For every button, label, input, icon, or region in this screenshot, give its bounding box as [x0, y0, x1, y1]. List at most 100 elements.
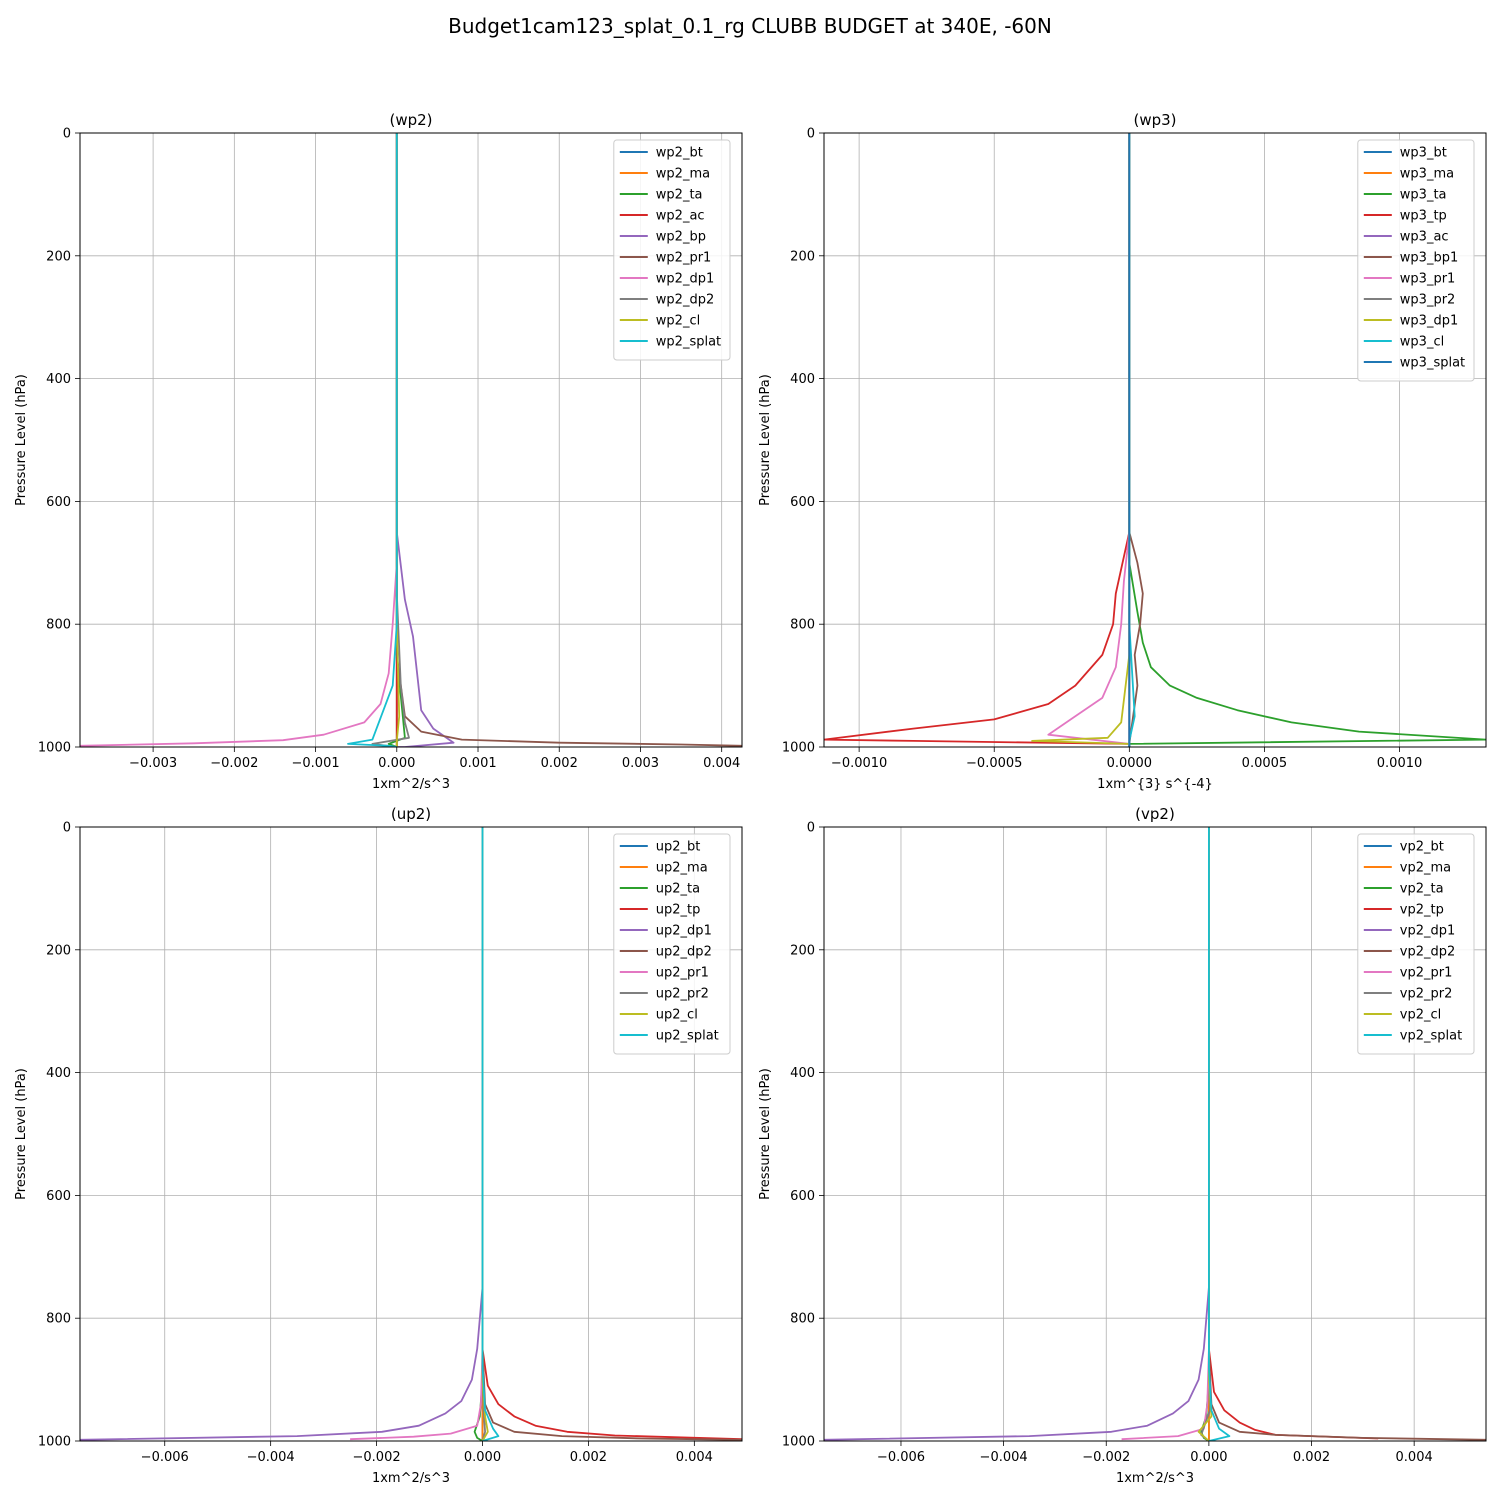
x-tick-label: −0.002: [353, 1450, 401, 1465]
x-tick-label: 0.0005: [1242, 756, 1288, 771]
legend-label: up2_pr1: [656, 966, 709, 981]
series-line-vp2_dp1: [824, 827, 1210, 1441]
y-tick-label: 400: [790, 1066, 815, 1081]
legend-label: wp3_splat: [1400, 356, 1465, 371]
series-line-wp3_pr1: [1047, 133, 1131, 745]
series-line-up2_splat: [481, 827, 500, 1441]
legend-label: up2_dp2: [656, 945, 712, 960]
series-line-wp2_dp1: [80, 133, 398, 747]
legend-label: up2_bt: [656, 840, 701, 855]
legend-label: wp3_bt: [1400, 146, 1447, 161]
plot-frame: [823, 132, 1487, 748]
series-line-vp2_pr1: [1121, 827, 1210, 1441]
legend-label: up2_splat: [656, 1029, 719, 1044]
chart-panel-up2: −0.006 −0.004 −0.002 0.000 0.002 0.004 0 200 400…: [14, 805, 743, 1486]
x-tick-label: 0.000: [378, 756, 415, 771]
series-group: [80, 133, 742, 747]
legend-label: vp2_pr1: [1400, 966, 1453, 981]
legend-label: vp2_ma: [1400, 861, 1451, 876]
legend-label: wp2_dp2: [656, 293, 714, 308]
x-tick-label: 0.002: [1293, 1450, 1330, 1465]
legend-label: up2_tp: [656, 903, 701, 918]
x-tick-label: −0.0005: [966, 756, 1022, 771]
series-line-up2_tp: [481, 827, 742, 1441]
y-tick-label: 0: [807, 127, 815, 142]
y-tick-label: 1000: [38, 741, 71, 756]
legend-label: wp3_dp1: [1400, 314, 1458, 329]
x-tick-label: 0.004: [703, 756, 740, 771]
x-tick-label: 0.001: [459, 756, 496, 771]
legend-label: wp3_tp: [1400, 209, 1447, 224]
x-tick-label: −0.0010: [831, 756, 887, 771]
x-tick-label: 0.000: [464, 1450, 501, 1465]
x-tick-label: −0.006: [877, 1450, 925, 1465]
y-tick-label: 0: [63, 821, 71, 836]
series-line-up2_dp1: [80, 827, 484, 1441]
y-tick-label: 200: [46, 943, 71, 958]
x-tick-label: 0.004: [676, 1450, 713, 1465]
legend-label: up2_dp1: [656, 924, 712, 939]
legend-label: wp2_ac: [656, 209, 705, 224]
x-tick-label: 0.004: [1396, 1450, 1433, 1465]
x-tick-label: −0.006: [141, 1450, 189, 1465]
legend-label: vp2_ta: [1400, 882, 1444, 897]
x-tick-label: −0.003: [129, 756, 177, 771]
y-tick-label: 400: [46, 372, 71, 387]
legend-label: vp2_pr2: [1400, 987, 1453, 1002]
panel-title: (wp2): [389, 111, 432, 129]
x-tick-label: 0.002: [570, 1450, 607, 1465]
plot-frame: [79, 132, 743, 748]
legend-label: vp2_dp2: [1400, 945, 1456, 960]
panel-title: (wp3): [1133, 111, 1176, 129]
series-line-up2_ta: [473, 827, 484, 1441]
y-axis-label: Pressure Level (hPa): [14, 374, 29, 506]
figure-title: Budget1cam123_splat_0.1_rg CLUBB BUDGET …: [448, 14, 1052, 38]
legend-label: wp3_ma: [1400, 167, 1454, 182]
series-line-vp2_splat: [1208, 827, 1231, 1441]
legend-label: up2_ma: [656, 861, 708, 876]
y-tick-label: 200: [790, 249, 815, 264]
y-tick-label: 400: [46, 1066, 71, 1081]
y-tick-label: 1000: [38, 1435, 71, 1450]
series-group: [824, 827, 1486, 1441]
legend-label: up2_pr2: [656, 987, 709, 1002]
legend-label: wp2_bt: [656, 146, 703, 161]
chart-panel-wp2: −0.003 −0.002 −0.001 0.000 0.001 0.002 0.003 0.…: [14, 111, 743, 792]
y-tick-label: 200: [790, 943, 815, 958]
chart-panel-wp3: −0.0010 −0.0005 0.0000 0.0005 0.0010 0 200 400 6…: [758, 111, 1487, 792]
legend-label: vp2_dp1: [1400, 924, 1456, 939]
legend-label: vp2_tp: [1400, 903, 1444, 918]
x-tick-label: −0.001: [292, 756, 340, 771]
y-tick-label: 800: [46, 1312, 71, 1327]
legend-label: wp2_dp1: [656, 272, 714, 287]
x-axis-label: 1xm^2/s^3: [1116, 1471, 1194, 1486]
x-tick-label: 0.002: [541, 756, 578, 771]
x-tick-label: 0.003: [622, 756, 659, 771]
y-tick-label: 800: [790, 1312, 815, 1327]
x-tick-label: −0.004: [247, 1450, 295, 1465]
y-tick-label: 600: [790, 1189, 815, 1204]
legend-label: wp3_cl: [1400, 335, 1444, 350]
legend-label: vp2_bt: [1400, 840, 1444, 855]
x-tick-label: 0.0010: [1377, 756, 1423, 771]
y-tick-label: 0: [807, 821, 815, 836]
y-tick-label: 600: [46, 495, 71, 510]
legend-label: vp2_cl: [1400, 1008, 1441, 1023]
panel-title: (up2): [391, 805, 431, 823]
series-line-wp3_ta: [1128, 133, 1486, 745]
y-tick-label: 800: [790, 618, 815, 633]
y-tick-label: 200: [46, 249, 71, 264]
series-group: [80, 827, 742, 1441]
x-tick-label: 0.000: [1190, 1450, 1227, 1465]
x-axis-label: 1xm^{3} s^{-4}: [1097, 777, 1213, 792]
series-line-vp2_tp: [1208, 827, 1379, 1440]
legend-label: wp2_splat: [656, 335, 721, 350]
x-tick-label: −0.002: [210, 756, 258, 771]
legend-label: wp2_ta: [656, 188, 703, 203]
y-tick-label: 800: [46, 618, 71, 633]
series-line-wp3_tp: [824, 133, 1131, 745]
series-line-wp2_splat: [347, 133, 398, 747]
legend-label: up2_ta: [656, 882, 700, 897]
y-tick-label: 1000: [782, 1435, 815, 1450]
